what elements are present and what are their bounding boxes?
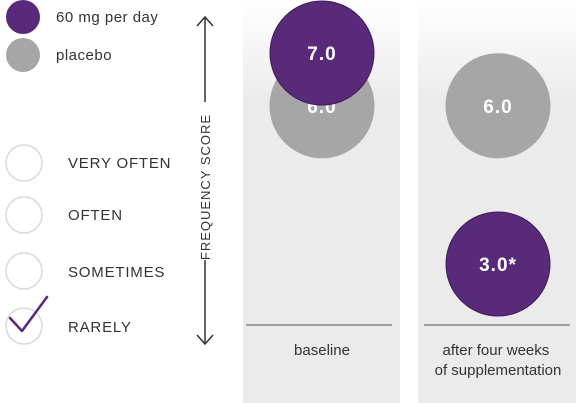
up-arrow-icon: [196, 15, 214, 27]
category-line: baseline: [294, 342, 350, 359]
legend-label-placebo: placebo: [56, 47, 112, 64]
bubble-placebo-1: [445, 53, 551, 159]
checkmark-icon: [8, 295, 49, 333]
scale-label: RARELY: [68, 319, 132, 336]
scale-circle: [5, 196, 43, 234]
category-line: of supplementation: [435, 362, 562, 379]
bubble-treatment-0: [269, 0, 375, 106]
axis-title: FREQUENCY SCORE: [198, 114, 213, 260]
down-arrow-icon: [196, 334, 214, 346]
frequency-axis: FREQUENCY SCORE: [196, 15, 214, 346]
scale-label: VERY OFTEN: [68, 155, 171, 172]
data-label: 3.0*: [479, 255, 517, 276]
data-label: 6.0: [483, 97, 512, 118]
category-label-baseline: baseline: [294, 342, 350, 359]
scale-label: SOMETIMES: [68, 264, 165, 281]
category-label-after: after four weeks of supplementation: [435, 342, 562, 379]
frequency-scale: VERY OFTEN OFTEN SOMETIMES RARELY: [5, 144, 171, 345]
data-points: 6.0 6.07.03.0*: [269, 0, 551, 317]
scale-label: OFTEN: [68, 207, 123, 224]
data-label: 7.0: [307, 44, 336, 65]
category-line: after four weeks: [443, 342, 550, 359]
legend-swatch-treatment: [6, 0, 40, 34]
scale-circle: [5, 307, 43, 345]
scale-circle: [5, 252, 43, 290]
legend-swatch-placebo: [6, 38, 40, 72]
legend-label-treatment: 60 mg per day: [56, 9, 158, 26]
scale-circle: [5, 144, 43, 182]
bubble-treatment-1: [445, 211, 551, 317]
